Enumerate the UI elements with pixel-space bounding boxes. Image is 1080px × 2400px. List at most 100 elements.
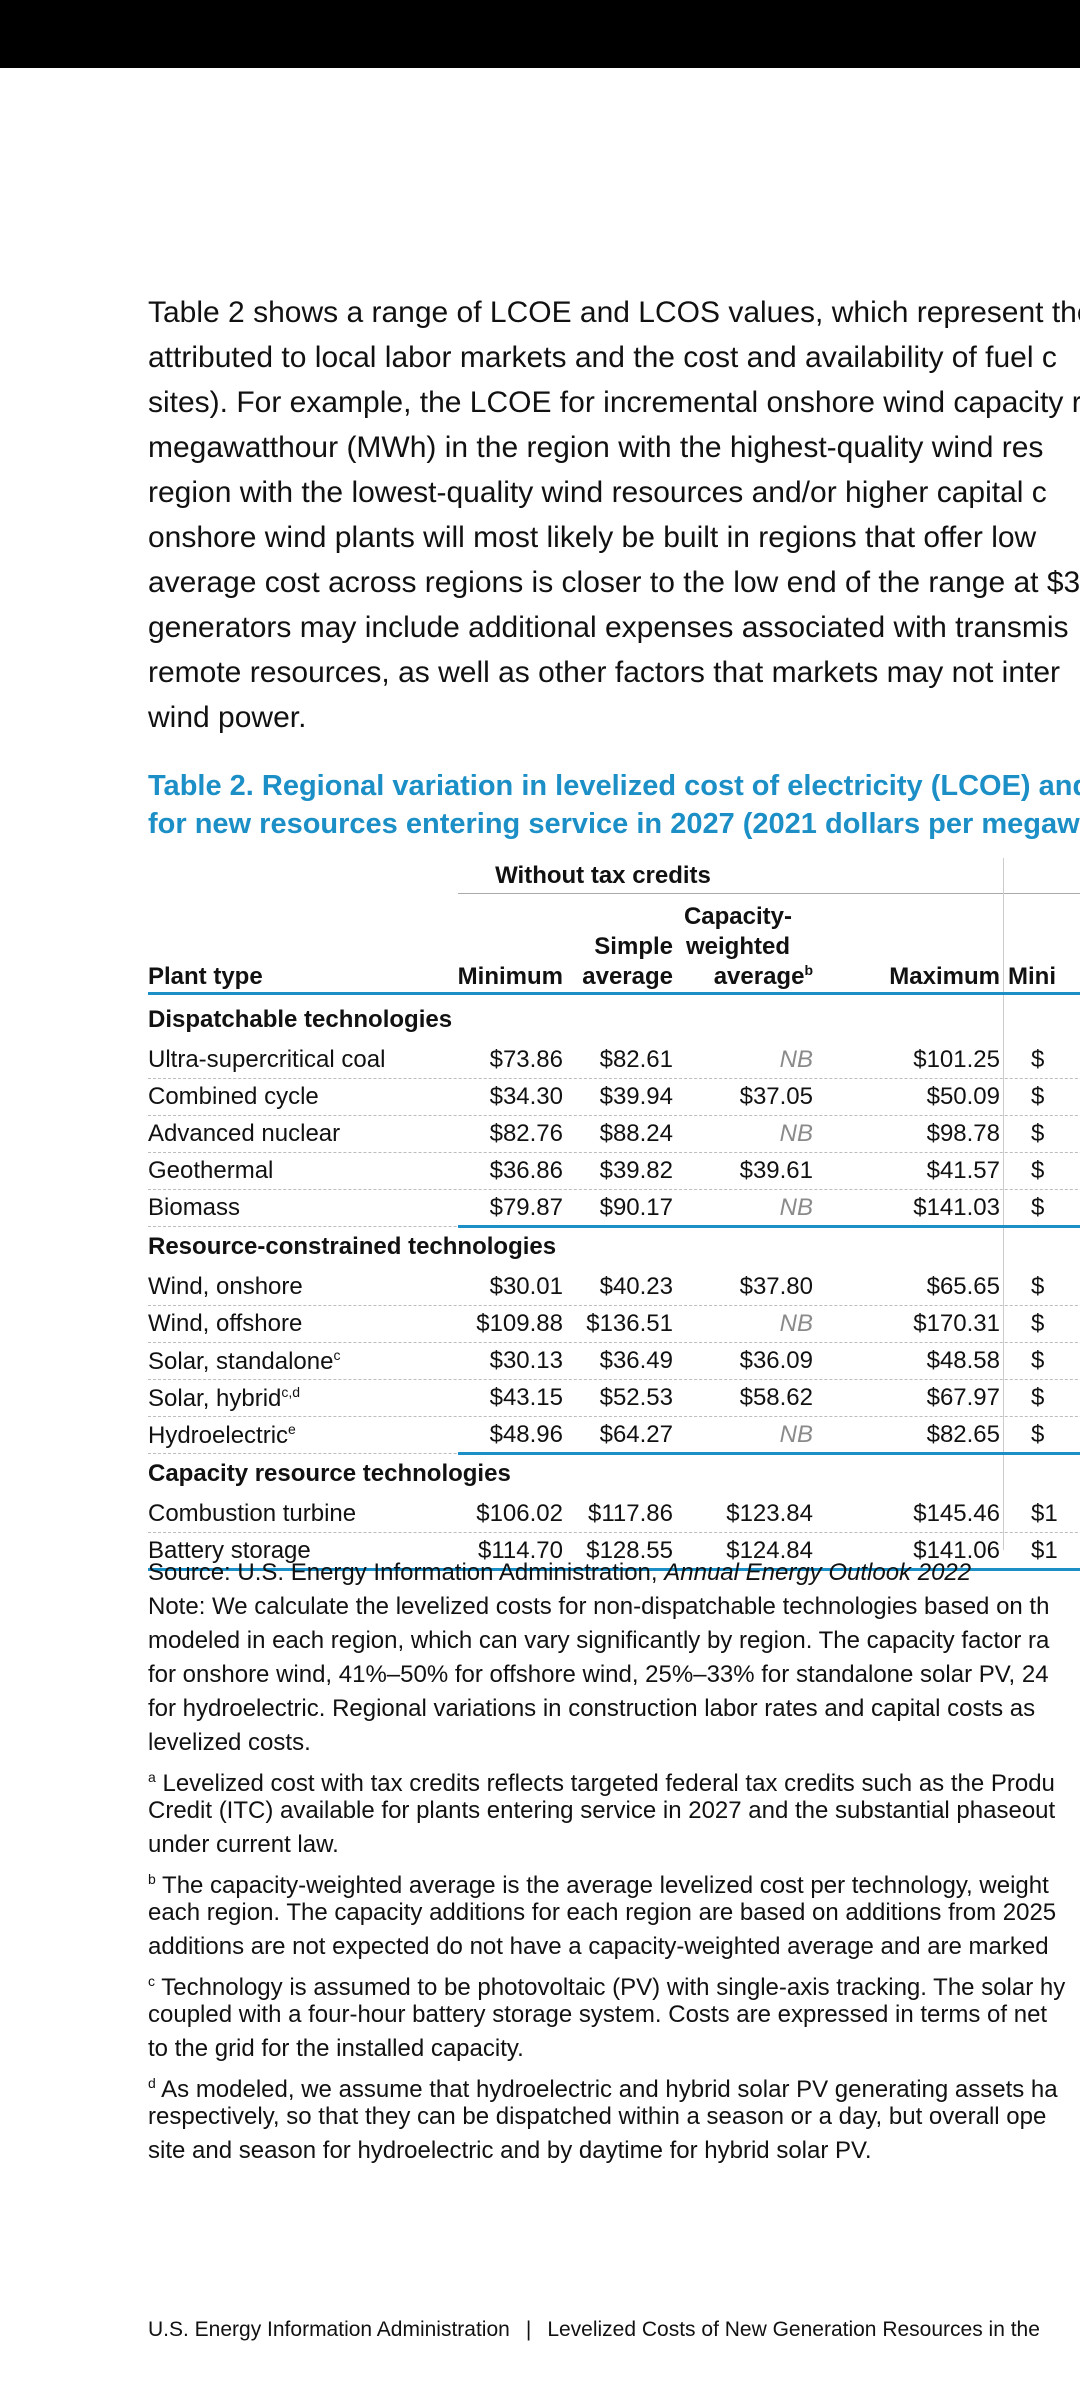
next-column-cell: $1 bbox=[1031, 1500, 1058, 1527]
plant-type-text: Solar, standalone bbox=[148, 1348, 334, 1375]
table-row: Ultra-supercritical coal $73.86 $82.61 NB $1… bbox=[148, 1042, 1080, 1079]
simple-average-cell: $36.49 bbox=[599, 1347, 673, 1374]
plant-type-text: Advanced nuclear bbox=[148, 1120, 341, 1147]
footnote-c-line: c Technology is assumed to be photovolta… bbox=[148, 1964, 1080, 2001]
footer-publisher: U.S. Energy Information Administration bbox=[148, 2318, 510, 2341]
maximum-cell: $98.78 bbox=[926, 1120, 1000, 1147]
simple-average-cell: $39.82 bbox=[599, 1157, 673, 1184]
plant-type-text: Geothermal bbox=[148, 1157, 274, 1184]
footnote-marker: b bbox=[148, 1871, 156, 1887]
maximum-cell: $141.06 bbox=[913, 1537, 1000, 1564]
minimum-cell: $36.86 bbox=[489, 1157, 563, 1184]
plant-type-cell: Combined cycle bbox=[148, 1083, 319, 1111]
maximum-cell: $67.97 bbox=[926, 1384, 1000, 1411]
maximum-cell: $50.09 bbox=[926, 1083, 1000, 1110]
header-plant-type: Plant type bbox=[148, 963, 263, 990]
next-column-cell: $ bbox=[1031, 1194, 1045, 1221]
simple-average-cell: $88.24 bbox=[599, 1120, 673, 1147]
next-column-cell: $ bbox=[1031, 1347, 1045, 1374]
intro-line: onshore wind plants will most likely be … bbox=[148, 521, 1037, 554]
plant-type-cell: Battery storage bbox=[148, 1537, 311, 1565]
minimum-cell: $109.88 bbox=[476, 1310, 563, 1337]
intro-line: megawatthour (MWh) in the region with th… bbox=[148, 431, 1044, 464]
footnote-a-line: Credit (ITC) available for plants enteri… bbox=[148, 1797, 1056, 1824]
capacity-weighted-cell: $39.61 bbox=[739, 1157, 813, 1184]
caption-line: for new resources entering service in 20… bbox=[148, 808, 1080, 840]
table-caption: Table 2. Regional variation in levelized… bbox=[148, 767, 1080, 843]
intro-line: generators may include additional expens… bbox=[148, 611, 1069, 644]
next-column-cell: $ bbox=[1031, 1384, 1045, 1411]
table-row: Biomass $79.87 $90.17 NB $141.03 $ bbox=[148, 1190, 1080, 1227]
footnote-d-line: d As modeled, we assume that hydroelectr… bbox=[148, 2066, 1080, 2103]
next-column-cell: $ bbox=[1031, 1421, 1045, 1448]
footnote-text: The capacity-weighted average is the ave… bbox=[155, 1872, 1049, 1899]
maximum-cell: $101.25 bbox=[913, 1046, 1000, 1073]
next-column-cell: $ bbox=[1031, 1083, 1045, 1110]
note-line: Note: We calculate the levelized costs f… bbox=[148, 1593, 1050, 1620]
footnote-ref: c bbox=[333, 1347, 341, 1363]
maximum-cell: $82.65 bbox=[926, 1421, 1000, 1448]
minimum-cell: $30.13 bbox=[489, 1347, 563, 1374]
header-minimum: Minimum bbox=[457, 963, 563, 990]
intro-line: attributed to local labor markets and th… bbox=[148, 341, 1057, 374]
header-cw-line3: averageb bbox=[714, 962, 813, 992]
maximum-cell: $170.31 bbox=[913, 1310, 1000, 1337]
plant-type-text: Wind, offshore bbox=[148, 1310, 303, 1337]
column-divider bbox=[1003, 858, 1004, 1550]
capacity-weighted-cell: $58.62 bbox=[739, 1384, 813, 1411]
next-column-cell: $ bbox=[1031, 1046, 1045, 1073]
simple-average-cell: $136.51 bbox=[586, 1310, 673, 1337]
note-line: modeled in each region, which can vary s… bbox=[148, 1627, 1050, 1654]
footnote-ref: e bbox=[288, 1421, 296, 1437]
minimum-cell: $106.02 bbox=[476, 1500, 563, 1527]
header-maximum: Maximum bbox=[889, 963, 1000, 990]
note-line: levelized costs. bbox=[148, 1729, 311, 1756]
minimum-cell: $82.76 bbox=[489, 1120, 563, 1147]
table-row: Solar, standalonec $30.13 $36.49 $36.09 $48.… bbox=[148, 1343, 1080, 1380]
intro-line: Table 2 shows a range of LCOE and LCOS v… bbox=[148, 296, 1080, 329]
maximum-cell: $145.46 bbox=[913, 1500, 1000, 1527]
table-row: Hydroelectrice $48.96 $64.27 NB $82.65 $ bbox=[148, 1417, 1080, 1454]
footnote-b-line: b The capacity-weighted average is the a… bbox=[148, 1862, 1080, 1899]
note-line: for onshore wind, 41%–50% for offshore w… bbox=[148, 1661, 1049, 1688]
minimum-cell: $34.30 bbox=[489, 1083, 563, 1110]
simple-average-cell: $39.94 bbox=[599, 1083, 673, 1110]
plant-type-cell: Combustion turbine bbox=[148, 1500, 356, 1528]
simple-average-cell: $52.53 bbox=[599, 1384, 673, 1411]
section-rule bbox=[458, 1452, 1080, 1455]
footnote-marker: a bbox=[148, 1769, 156, 1785]
plant-type-cell: Biomass bbox=[148, 1194, 240, 1222]
footnote-d-line: site and season for hydroelectric and by… bbox=[148, 2137, 872, 2164]
capacity-weighted-cell: $37.80 bbox=[739, 1273, 813, 1300]
next-column-cell: $1 bbox=[1031, 1537, 1058, 1564]
plant-type-cell: Solar, hybridc,d bbox=[148, 1384, 300, 1413]
footnote-text: Technology is assumed to be photovoltaic… bbox=[155, 1974, 1066, 2001]
footnote-c-line: to the grid for the installed capacity. bbox=[148, 2035, 524, 2062]
capacity-weighted-cell: NB bbox=[779, 1120, 813, 1147]
capacity-weighted-cell: $123.84 bbox=[726, 1500, 813, 1527]
source-line: Source: U.S. Energy Information Administ… bbox=[148, 1556, 1080, 1590]
capacity-weighted-cell: NB bbox=[779, 1310, 813, 1337]
footnote-text: As modeled, we assume that hydroelectric… bbox=[155, 2076, 1058, 2103]
plant-type-text: Combined cycle bbox=[148, 1083, 319, 1110]
minimum-cell: $48.96 bbox=[489, 1421, 563, 1448]
table-notes: Source: U.S. Energy Information Administ… bbox=[148, 1556, 1080, 2168]
minimum-cell: $73.86 bbox=[489, 1046, 563, 1073]
minimum-cell: $79.87 bbox=[489, 1194, 563, 1221]
next-column-cell: $ bbox=[1031, 1310, 1045, 1337]
plant-type-cell: Ultra-supercritical coal bbox=[148, 1046, 385, 1074]
group-header: Without tax credits bbox=[495, 862, 711, 889]
table-row: Advanced nuclear $82.76 $88.24 NB $98.78 $ bbox=[148, 1116, 1080, 1153]
capacity-weighted-cell: $124.84 bbox=[726, 1537, 813, 1564]
source-title: Annual Energy Outlook 2022 bbox=[664, 1559, 972, 1586]
footnote-marker: c bbox=[148, 1973, 155, 1989]
plant-type-text: Solar, hybrid bbox=[148, 1385, 282, 1412]
plant-type-cell: Advanced nuclear bbox=[148, 1120, 340, 1148]
footer-separator: | bbox=[525, 2318, 532, 2341]
intro-line: sites). For example, the LCOE for increm… bbox=[148, 386, 1080, 419]
plant-type-text: Ultra-supercritical coal bbox=[148, 1046, 386, 1073]
next-column-cell: $ bbox=[1031, 1157, 1045, 1184]
top-status-bar bbox=[0, 0, 1080, 68]
footnote-text: Levelized cost with tax credits reflects… bbox=[155, 1770, 1055, 1797]
capacity-weighted-cell: $36.09 bbox=[739, 1347, 813, 1374]
